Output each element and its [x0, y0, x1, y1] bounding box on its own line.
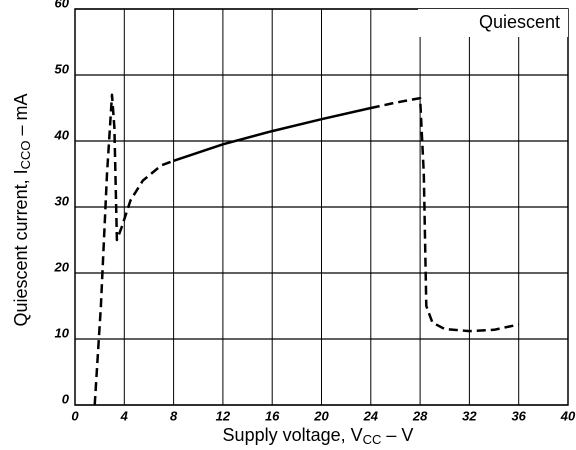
x-tick-label: 8 — [170, 408, 178, 423]
x-tick-label: 36 — [511, 408, 526, 423]
x-tick-label: 24 — [363, 408, 379, 423]
xlabel-text: Supply voltage, V — [223, 425, 363, 445]
x-tick-label: 16 — [265, 408, 280, 423]
x-tick-label: 40 — [560, 408, 576, 423]
y-tick-label: 60 — [55, 0, 70, 10]
x-tick-label: 32 — [462, 408, 477, 423]
y-tick-label: 10 — [55, 325, 70, 340]
y-tick-label: 50 — [55, 61, 70, 76]
y-tick-label: 0 — [62, 391, 70, 406]
ylabel-text: Quiescent current, I — [11, 169, 31, 326]
xlabel-sub: CC — [363, 432, 382, 447]
ylabel-sub: CCO — [18, 141, 33, 170]
x-tick-label: 12 — [216, 408, 231, 423]
ylabel-label: Quiescent current, ICCO – mA — [11, 94, 34, 327]
ylabel-tail: – mA — [11, 94, 31, 141]
x-tick-label: 20 — [313, 408, 329, 423]
curve — [370, 96, 519, 333]
xlabel-tail: – V — [381, 425, 413, 445]
annotation-box — [418, 9, 568, 37]
y-tick-label: 30 — [55, 193, 70, 208]
curve — [93, 93, 175, 406]
x-tick-label: 4 — [120, 408, 129, 423]
y-tick-label: 40 — [54, 127, 70, 142]
x-tick-label: 28 — [412, 408, 428, 423]
x-tick-label: 0 — [71, 408, 79, 423]
xlabel-label: Supply voltage, VCC – V — [223, 425, 414, 448]
curve — [173, 106, 372, 162]
annotation: Quiescent — [479, 12, 560, 32]
y-tick-label: 20 — [54, 259, 70, 274]
